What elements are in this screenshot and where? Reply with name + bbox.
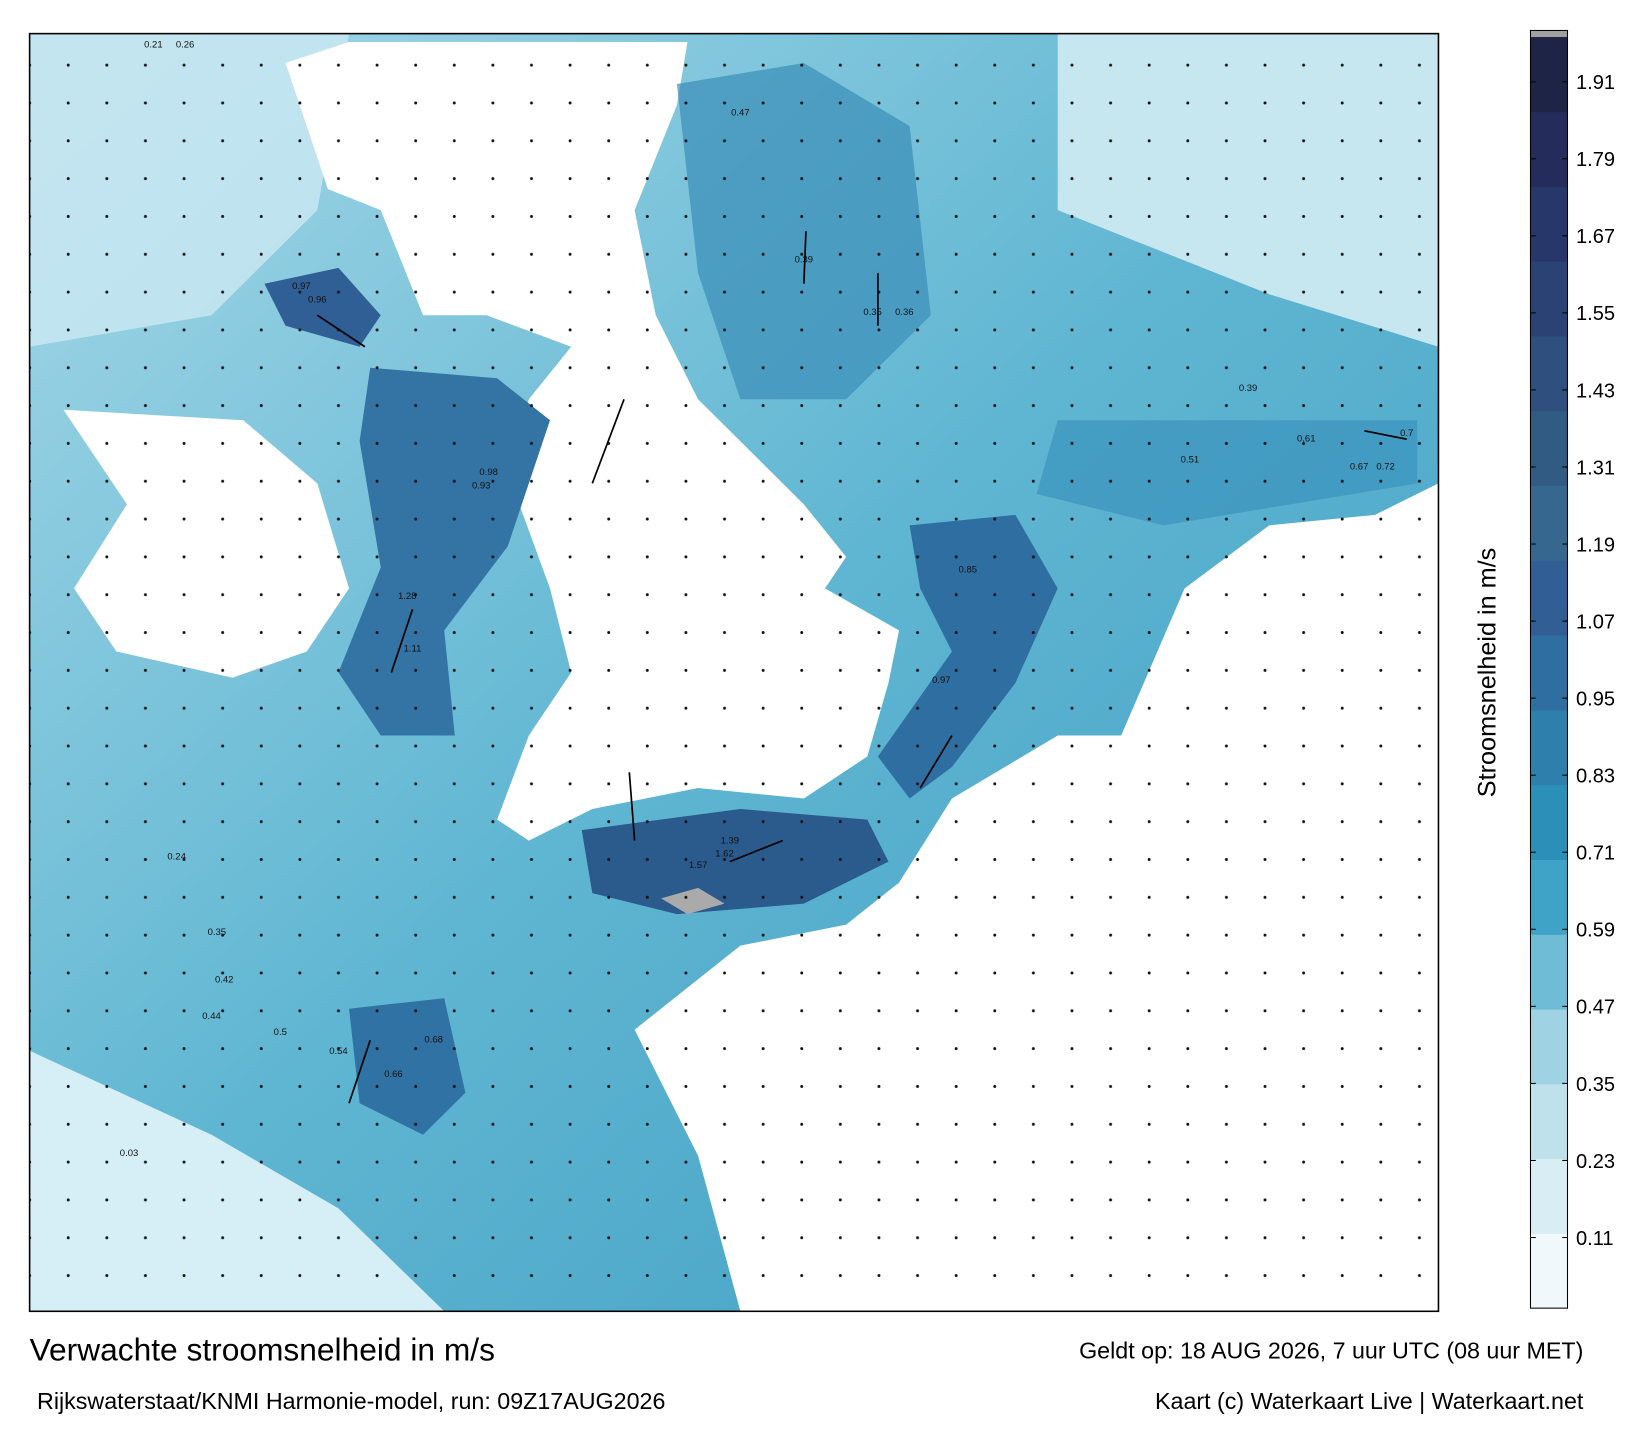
colorbar-tick-label: 1.67: [1576, 226, 1615, 248]
speed-label: 0.44: [202, 1011, 220, 1022]
colorbar-tick-label: 1.55: [1576, 303, 1615, 325]
credit: Kaart (c) Waterkaart Live | Waterkaart.n…: [1155, 1388, 1584, 1414]
map: 1.28 1.11 1.62 1.57 1.39 0.97 0.85 0.7 0.72 0.67 0…: [29, 33, 1439, 1312]
speed-label: 0.51: [1181, 454, 1199, 465]
map-frame: [28, 32, 1440, 1313]
colorbar-tick-label: 0.95: [1576, 689, 1615, 711]
speed-label: 0.39: [795, 255, 813, 266]
speed-label: 0.97: [932, 675, 950, 686]
valid-time: Geldt op: 18 AUG 2026, 7 uur UTC (08 uur…: [1079, 1338, 1583, 1364]
speed-label: 0.35: [208, 927, 226, 938]
colorbar-tick-label: 0.47: [1576, 997, 1615, 1019]
speed-label: 0.35: [863, 307, 881, 318]
speed-label: 0.98: [479, 467, 497, 478]
speed-label: 0.97: [292, 281, 310, 292]
colorbar-band: [1530, 1009, 1568, 1085]
speed-label: 0.72: [1376, 462, 1394, 473]
speed-label: 0.7: [1400, 428, 1413, 439]
colorbar-band: [1530, 1233, 1568, 1309]
speed-labels: 1.28 1.11 1.62 1.57 1.39 0.97 0.85 0.7 0.72 0.67 0…: [120, 39, 1414, 1158]
colorbar-band: [1530, 1083, 1568, 1160]
speed-label: 0.24: [167, 852, 185, 863]
speed-label: 1.11: [404, 643, 422, 654]
colorbar-band: [1530, 186, 1568, 262]
colorbar-band: [1530, 261, 1568, 337]
colorbar-tick-label: 1.43: [1576, 380, 1615, 402]
colorbar-band: [1530, 485, 1568, 561]
speed-label: 0.61: [1297, 433, 1315, 444]
speed-label: 1.57: [689, 860, 707, 871]
colorbar-band: [1530, 36, 1568, 113]
speed-label: 0.5: [274, 1027, 287, 1038]
colorbar-band: [1530, 784, 1568, 860]
colorbar-band: [1530, 560, 1568, 636]
arrows: [316, 231, 1407, 1104]
speed-label: 0.03: [120, 1148, 138, 1159]
speed-label: 0.39: [1239, 383, 1257, 394]
speed-label: 0.21: [144, 39, 162, 50]
colorbar-tick-label: 0.35: [1576, 1074, 1615, 1096]
speed-label: 0.36: [895, 307, 913, 318]
colorbar-tick-label: 1.91: [1576, 72, 1615, 94]
colorbar-band: [1530, 335, 1568, 412]
speed-label: 0.47: [731, 108, 749, 119]
colorbar-tick-label: 1.79: [1576, 149, 1615, 171]
title: Verwachte stroomsnelheid in m/s: [30, 1332, 495, 1368]
colorbar-band: [1530, 111, 1568, 187]
speed-label: 0.54: [329, 1046, 347, 1057]
colorbar-tick-label: 0.23: [1576, 1151, 1615, 1173]
colorbar-band: [1530, 934, 1568, 1010]
colorbar-tick-label: 1.19: [1576, 534, 1615, 556]
colorbar-label: Stroomsnelheid in m/s: [1474, 548, 1502, 797]
colorbar: 0.11 0.23 0.35 0.47 0.59 0.71 0.83 0.95 1.07 1.19…: [1529, 29, 1615, 1309]
speed-label: 0.93: [472, 481, 490, 492]
speed-label: 0.68: [424, 1034, 442, 1045]
colorbar-frame: [1529, 29, 1569, 1309]
colorbar-band: [1530, 1158, 1568, 1234]
colorbar-tick-label: 0.83: [1576, 766, 1615, 788]
speed-label: 1.39: [721, 836, 739, 847]
speed-label: 1.28: [398, 591, 416, 602]
subtitle: Rijkswaterstaat/KNMI Harmonie-model, run…: [37, 1388, 665, 1414]
speed-label: 0.26: [176, 39, 194, 50]
speed-label: 0.85: [959, 565, 977, 576]
colorbar-band: [1530, 859, 1568, 935]
colorbar-tick-label: 0.59: [1576, 920, 1615, 942]
speed-label: 0.42: [215, 974, 233, 985]
colorbar-tick-label: 0.11: [1576, 1228, 1614, 1250]
speed-label: 1.62: [715, 848, 733, 859]
vector-grid: [29, 33, 1439, 1312]
colorbar-band: [1530, 709, 1568, 786]
speed-label: 0.96: [308, 295, 326, 306]
colorbar-tick-label: 0.71: [1576, 843, 1615, 865]
colorbar-band: [1530, 410, 1568, 487]
speed-label: 0.66: [384, 1069, 402, 1080]
colorbar-cap: [1530, 30, 1568, 37]
speed-label: 0.67: [1350, 462, 1368, 473]
colorbar-tick-label: 1.31: [1576, 457, 1615, 479]
colorbar-band: [1530, 635, 1568, 711]
colorbar-tick-label: 1.07: [1576, 612, 1615, 634]
